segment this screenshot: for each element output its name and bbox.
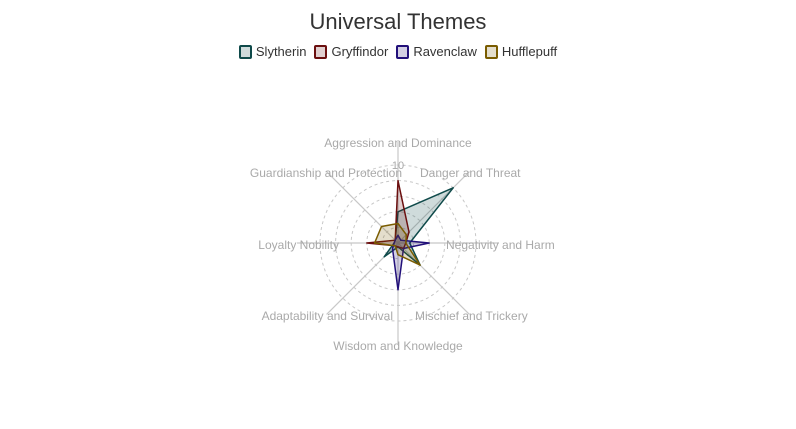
chart-title: Universal Themes — [309, 9, 487, 34]
axis-label: Loyalty Nobility — [258, 238, 339, 252]
axis-label: Guardianship and Protection — [250, 166, 402, 180]
series-ravenclaw-polygon — [391, 234, 430, 291]
legend-label: Ravenclaw — [413, 44, 477, 59]
axis-line — [397, 171, 470, 244]
axis-line — [326, 171, 399, 244]
tick-label: 10 — [392, 160, 404, 172]
legend-swatch — [238, 44, 252, 59]
axis-line — [397, 242, 470, 315]
legend-item-slytherin[interactable]: Slytherin — [238, 44, 307, 59]
axis-label: Danger and Threat — [420, 166, 521, 180]
axis-label: Wisdom and Knowledge — [333, 339, 463, 353]
legend-swatch — [314, 44, 328, 59]
legend-swatch — [484, 44, 498, 59]
legend-label: Hufflepuff — [501, 44, 558, 59]
legend-item-gryffindor[interactable]: Gryffindor — [314, 44, 388, 59]
legend-label: Slytherin — [255, 44, 307, 59]
legend-label: Gryffindor — [331, 44, 389, 59]
axis-label: Negativity and Harm — [446, 238, 555, 252]
axis-label: Adaptability and Survival — [262, 309, 393, 323]
axis-label: Mischief and Trickery — [415, 309, 528, 323]
legend-item-ravenclaw[interactable]: Ravenclaw — [396, 44, 477, 59]
legend-item-hufflepuff[interactable]: Hufflepuff — [484, 44, 558, 59]
series-hufflepuff-polygon — [373, 222, 421, 266]
axis-label: Aggression and Dominance — [324, 136, 472, 150]
legend-swatch — [396, 44, 410, 59]
series-gryffindor-polygon — [366, 179, 410, 250]
legend: Slytherin Gryffindor Ravenclaw Hufflepuff — [0, 44, 796, 59]
